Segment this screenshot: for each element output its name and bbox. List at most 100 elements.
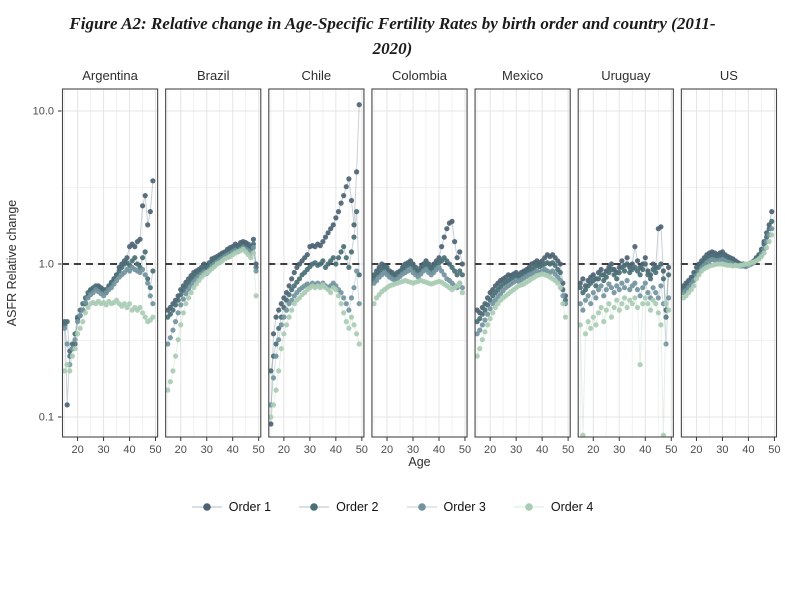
data-point (624, 255, 630, 261)
data-point (616, 307, 622, 313)
data-point (333, 287, 339, 293)
x-tick-label: 20 (175, 444, 187, 456)
data-point (634, 258, 641, 264)
facet-title: Chile (302, 68, 332, 83)
series-order-4 (268, 282, 362, 420)
data-point (608, 261, 615, 267)
data-point (655, 295, 661, 301)
x-tick-label: 50 (356, 444, 368, 456)
legend-dot-icon (525, 503, 533, 512)
data-point (330, 255, 336, 261)
data-point (766, 239, 772, 245)
data-point (142, 193, 148, 199)
data-point (276, 368, 282, 374)
x-tick-label: 30 (304, 444, 316, 456)
data-point (475, 353, 480, 359)
panel-border (371, 88, 468, 438)
facet-panel-us: US 20 30 40 50 (680, 68, 781, 456)
facet-title: Argentina (82, 68, 138, 83)
data-point (452, 268, 458, 274)
data-point (484, 322, 491, 328)
data-point (170, 327, 176, 333)
x-tick-label: 50 (665, 444, 677, 456)
data-point (268, 421, 274, 427)
data-point (490, 310, 496, 316)
data-point (296, 276, 303, 282)
data-point (289, 307, 295, 313)
data-point (487, 306, 493, 312)
data-point (663, 341, 669, 347)
data-point (353, 209, 360, 215)
data-point (459, 285, 465, 291)
data-point (276, 307, 282, 313)
data-point (335, 293, 342, 299)
data-point (353, 169, 360, 175)
figure-title: Figure A2: Relative change in Age-Specif… (20, 12, 765, 61)
data-point (140, 310, 146, 316)
data-point (642, 261, 648, 267)
data-point (82, 300, 88, 306)
data-point (619, 258, 625, 264)
data-point (291, 270, 297, 276)
data-point (650, 285, 656, 291)
data-point (338, 249, 344, 255)
data-point (582, 287, 589, 293)
data-point (147, 209, 153, 215)
legend-item-order-1: Order 1 (191, 500, 271, 514)
data-point (621, 285, 628, 291)
x-tick-label: 40 (330, 444, 342, 456)
data-point (642, 295, 648, 301)
data-point (343, 319, 349, 325)
data-point (85, 305, 91, 311)
data-point (147, 285, 153, 291)
legend-dot-icon (417, 503, 426, 512)
series-order-4 (165, 246, 259, 393)
y-tick-label: 1.0 (39, 259, 54, 271)
panel-border (268, 88, 365, 438)
x-tick-label: 50 (459, 444, 471, 456)
data-point (253, 265, 259, 271)
data-point (616, 287, 622, 293)
data-point (75, 319, 81, 325)
data-point (482, 307, 488, 313)
data-point (693, 276, 700, 282)
data-point (170, 307, 176, 313)
data-point (353, 331, 360, 337)
data-point (634, 287, 641, 293)
data-point (449, 219, 455, 225)
data-point (619, 280, 625, 286)
x-tick-label: 20 (278, 444, 290, 456)
data-point (289, 276, 295, 282)
x-tick-label: 30 (613, 444, 625, 456)
data-point (137, 305, 143, 311)
data-point (595, 276, 602, 282)
facet-panel-argentina: Argentina 20 30 40 50 (61, 68, 162, 456)
data-point (477, 316, 483, 322)
data-point (769, 226, 775, 232)
series-order-4 (578, 295, 672, 437)
facet-title: Uruguay (601, 68, 651, 83)
data-point (69, 353, 75, 359)
data-point (178, 302, 184, 308)
data-point (108, 285, 114, 291)
data-point (666, 265, 672, 271)
facet-panel-chile: Chile 20 30 40 50 (268, 68, 368, 456)
panel-border (680, 88, 778, 438)
data-point (598, 267, 604, 273)
legend-item-label: Order 4 (550, 500, 594, 515)
data-point (441, 234, 447, 240)
legend-item-order-2: Order 2 (299, 500, 379, 514)
data-point (77, 325, 83, 332)
data-point (590, 290, 596, 296)
data-point (658, 261, 664, 267)
legend-key-icon (513, 503, 544, 512)
data-point (555, 280, 561, 286)
data-point (250, 250, 257, 256)
x-tick-label: 40 (227, 444, 239, 456)
data-point (560, 301, 566, 307)
data-point (346, 307, 352, 313)
x-tick-label: 30 (407, 444, 419, 456)
data-point (268, 368, 274, 374)
data-point (140, 267, 146, 273)
panel-border (474, 88, 571, 438)
